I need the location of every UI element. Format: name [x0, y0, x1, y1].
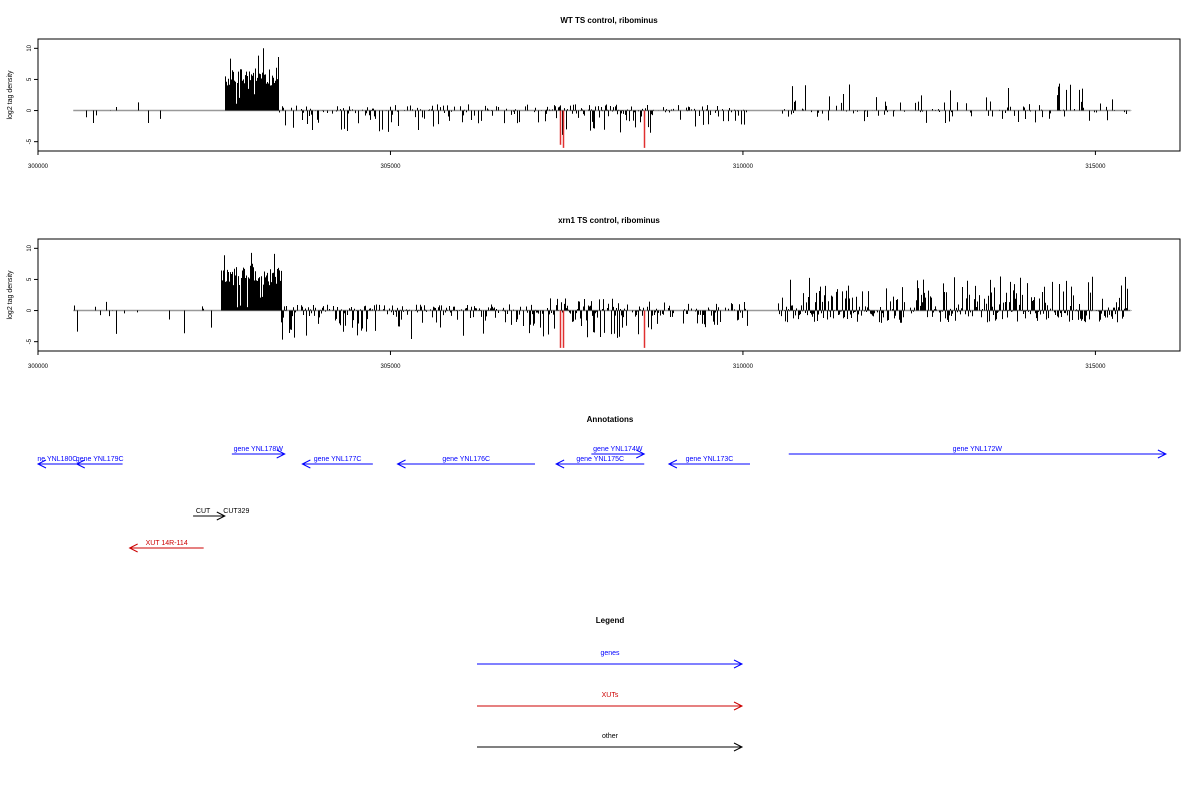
x-tick-label: 305000	[380, 364, 401, 370]
feature-label: gene YNL172W	[953, 446, 1003, 453]
x-tick-label: 300000	[28, 364, 49, 370]
feature-arrow-icon	[231, 449, 286, 459]
legend-title: Legend	[596, 616, 625, 625]
legend-arrow-icon	[477, 742, 744, 752]
feature-arrow-icon	[75, 459, 123, 469]
x-tick-label: 315000	[1085, 364, 1106, 370]
feature-label: CUT329	[223, 508, 249, 515]
feature-arrow-icon	[128, 543, 204, 553]
y-tick-label: 10	[27, 44, 33, 51]
feature-label: gene YNL173C	[686, 456, 734, 463]
wt-y-axis-label: log2 tag density	[7, 70, 14, 120]
feature-arrow-icon	[301, 459, 373, 469]
feature-label: gene YNL179C	[76, 456, 124, 463]
wt-bars	[73, 48, 1132, 148]
xrn1-x-axis: 300000 305000 310000 315000	[28, 351, 1106, 370]
x-tick-label: 300000	[28, 164, 49, 170]
annotations-title: Annotations	[587, 415, 634, 424]
xrn1-plot-frame	[37, 238, 1181, 352]
wt-y-axis: -5 0 5 10	[27, 44, 38, 144]
feature-label: gene YNL174W	[593, 446, 643, 453]
feature-label: XUT 14R-114	[146, 540, 188, 547]
feature-label: gene YNL178W	[234, 446, 284, 453]
x-tick-label: 310000	[733, 164, 754, 170]
legend-panel: Legend genes XUTs other	[477, 616, 744, 752]
feature-arrow-icon	[788, 449, 1168, 459]
y-tick-label: -5	[27, 138, 33, 144]
x-tick-label: 310000	[733, 364, 754, 370]
feature-label: gene YNL177C	[314, 456, 362, 463]
xrn1-bars	[73, 252, 1132, 348]
feature-label: ne YNL180C	[37, 456, 77, 463]
feature-label: gene YNL175C	[576, 456, 624, 463]
feature-arrow-icon	[193, 511, 226, 521]
y-tick-label: 0	[27, 308, 33, 312]
x-tick-label: 315000	[1085, 164, 1106, 170]
feature-arrow-icon	[396, 459, 535, 469]
feature-arrow-icon	[36, 459, 77, 469]
legend-items: genes XUTs other	[477, 650, 744, 752]
legend-arrow-icon	[477, 659, 744, 669]
feature-arrow-icon	[591, 449, 646, 459]
wt-panel: WT TS control, ribominus log2 tag densit…	[7, 16, 1181, 170]
legend-item-label: XUTs	[602, 692, 619, 699]
feature-label: CUT	[196, 508, 211, 515]
xrn1-panel-title: xrn1 TS control, ribominus	[558, 216, 660, 225]
y-tick-label: -5	[27, 338, 33, 344]
legend-arrow-icon	[477, 701, 744, 711]
xrn1-y-axis: -5 0 5 10	[27, 244, 38, 344]
xrn1-y-axis-label: log2 tag density	[7, 270, 14, 320]
y-tick-label: 5	[27, 277, 33, 281]
feature-arrow-icon	[667, 459, 750, 469]
wt-x-axis: 300000 305000 310000 315000	[28, 151, 1106, 170]
wt-plot-frame	[37, 38, 1181, 152]
wt-panel-title: WT TS control, ribominus	[560, 16, 658, 25]
x-tick-label: 305000	[380, 164, 401, 170]
y-tick-label: 0	[27, 108, 33, 112]
y-tick-label: 5	[27, 77, 33, 81]
legend-item-label: genes	[600, 650, 620, 657]
feature-arrow-icon	[555, 459, 645, 469]
feature-label: gene YNL176C	[442, 456, 490, 463]
legend-item-label: other	[602, 733, 619, 740]
y-tick-label: 10	[27, 244, 33, 251]
xrn1-panel: xrn1 TS control, ribominus log2 tag dens…	[7, 216, 1181, 370]
